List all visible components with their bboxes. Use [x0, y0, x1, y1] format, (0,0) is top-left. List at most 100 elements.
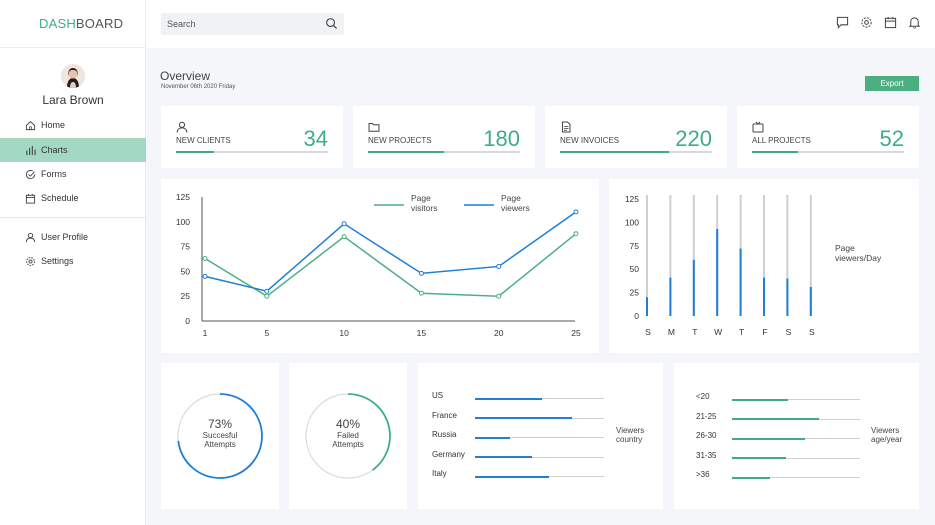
bar-row-fill [732, 437, 805, 440]
stat-value: 180 [483, 126, 520, 151]
bar-row-label: 26-30 [696, 431, 717, 440]
bell-icon[interactable] [908, 16, 921, 29]
sidebar-item-label: Settings [41, 256, 74, 266]
donut-caption-line1: Failed [337, 431, 359, 440]
y-tick-label: 100 [625, 217, 639, 227]
bar-row-label: 31-35 [696, 450, 717, 460]
bar-row-label: US [432, 391, 444, 400]
legend-label-2: viewers [501, 203, 530, 213]
viewers-country-card: Viewers country US France Russia Germany Ita… [418, 363, 663, 509]
x-tick-label: S [645, 327, 651, 337]
stat-card-all-projects[interactable]: ALL PROJECTS 52 [737, 106, 919, 168]
series-2-point [341, 221, 347, 227]
x-tick-label: 20 [494, 328, 504, 338]
stat-value: 52 [879, 126, 904, 151]
bar-row-label: 21-25 [696, 411, 717, 421]
bar-row-track [732, 418, 860, 420]
gear-icon[interactable] [860, 16, 873, 29]
donut-arc [305, 393, 391, 479]
series-1-point [496, 293, 502, 299]
sidebar-item-home[interactable]: Home [0, 113, 146, 137]
x-tick-label: 5 [264, 328, 269, 338]
calendar-icon[interactable] [884, 16, 897, 29]
y-tick-label: 125 [625, 194, 639, 204]
x-tick-label: S [809, 327, 815, 337]
donut-center-label: 73% Succesful Attempts [161, 417, 279, 449]
stat-label: NEW PROJECTS [368, 136, 432, 145]
brand-part2: BOARD [75, 16, 124, 31]
page-date: November 06th 2020 Friday [161, 84, 236, 90]
stat-card-new-invoices[interactable]: NEW INVOICES 220 [545, 106, 727, 168]
bar-row-fill [475, 397, 543, 400]
series-2-point [264, 288, 270, 294]
folder-icon [368, 123, 380, 132]
y-tick-label: 75 [181, 242, 191, 252]
stat-value: 220 [675, 126, 712, 151]
line-chart-card: 0 25 50 75 100 125 1 5 10 15 20 25 Page visitors Page v… [161, 179, 599, 353]
chart-legend-label: viewers/Day [835, 253, 882, 263]
legend-label-1: visitors [411, 203, 437, 213]
x-tick-label: 10 [339, 328, 349, 338]
x-tick-label: T [692, 327, 697, 337]
donut-card-success: 73% Succesful Attempts [161, 363, 279, 509]
page-title: Overview [160, 69, 211, 83]
avatar[interactable] [61, 64, 85, 88]
stat-label: NEW CLIENTS [176, 136, 231, 145]
viewers-age-note: Viewers age/year [871, 426, 902, 444]
bar-row-track [475, 417, 604, 419]
bar-row-label: France [432, 410, 457, 420]
sidebar-item-charts[interactable]: Charts [0, 138, 146, 162]
bar-row-label: Italy [432, 469, 447, 478]
series-2-point [418, 270, 424, 276]
viewers-country-note: Viewers country [616, 426, 644, 444]
sidebar-item-forms[interactable]: Forms [0, 162, 146, 186]
sidebar-item-user-profile[interactable]: User Profile [0, 225, 146, 249]
brand-logo[interactable]: DASH BOARD [0, 0, 146, 48]
series-1-point [264, 293, 270, 299]
chat-icon[interactable] [836, 16, 849, 29]
search-icon[interactable] [325, 17, 338, 30]
y-tick-label: 25 [630, 288, 640, 298]
stat-card-new-clients[interactable]: NEW CLIENTS 34 [161, 106, 343, 168]
sidebar-item-label: Home [41, 120, 66, 130]
stat-card-new-projects[interactable]: NEW PROJECTS 180 [353, 106, 535, 168]
export-button[interactable]: Export [865, 76, 919, 91]
sidebar-item-settings[interactable]: Settings [0, 249, 146, 273]
search-input[interactable] [167, 17, 317, 31]
bar-row-fill [475, 475, 549, 478]
chart-legend-label: Page [835, 243, 855, 253]
donut-center-label: 40% Failed Attempts [289, 417, 407, 449]
bar-chart-icon [26, 145, 36, 155]
y-tick-label: 75 [630, 241, 640, 251]
bar-row-label: Russia [432, 430, 457, 439]
failed-donut-chart [305, 393, 391, 479]
donut-percent: 40% [335, 417, 361, 431]
bar-row-track [475, 436, 604, 439]
user-name: Lara Brown [42, 93, 104, 107]
note-line2: country [616, 435, 643, 444]
stat-progress-fill [560, 151, 670, 153]
bar-row-fill [475, 436, 510, 439]
bar-row-track [732, 476, 860, 479]
y-tick-label: 0 [634, 311, 639, 321]
x-tick-label: M [668, 327, 675, 337]
x-tick-label: 1 [203, 328, 208, 338]
note-line1: Viewers [871, 426, 900, 435]
bar-row-label: >36 [696, 470, 710, 479]
sidebar-item-schedule[interactable]: Schedule [0, 186, 146, 210]
x-tick-label: W [714, 327, 722, 337]
bar-row-track [475, 456, 604, 458]
note-line2: age/year [871, 435, 903, 444]
bar-chart-card: 0 25 50 75 100 125 S M T W T F S S Page viewers/Day [609, 179, 919, 353]
bar-row-fill [732, 398, 789, 401]
stat-progress-fill [368, 151, 444, 153]
donut-caption-line2: Attempts [204, 440, 236, 449]
sidebar-item-label: Schedule [41, 193, 79, 203]
sidebar: Lara Brown Home Charts Forms Schedule Us… [0, 48, 146, 525]
stat-label: ALL PROJECTS [752, 136, 811, 145]
series-line-1 [204, 233, 577, 298]
home-icon [25, 120, 36, 130]
series-2-point [202, 273, 208, 279]
